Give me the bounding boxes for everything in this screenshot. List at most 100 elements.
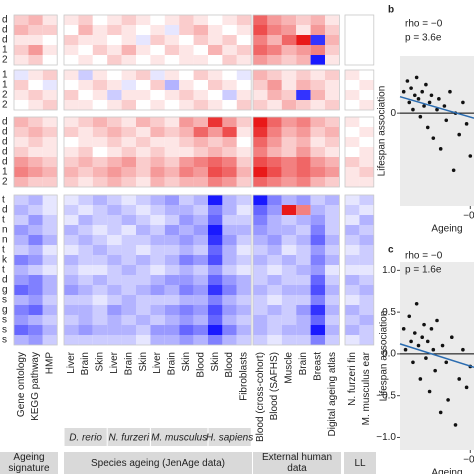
heatmap-cell	[64, 265, 79, 275]
heatmap-cell	[359, 335, 374, 345]
scatter-point	[409, 86, 413, 90]
heatmap-cell	[150, 265, 165, 275]
heatmap-cell	[281, 167, 297, 177]
heatmap-cell	[253, 70, 268, 80]
heatmap-cell	[28, 117, 43, 127]
y-tick-label: −0.5	[376, 390, 396, 401]
column-label: Breast	[312, 352, 323, 381]
heatmap-cell	[325, 45, 340, 55]
heatmap-cell	[28, 25, 43, 35]
heatmap-cell	[267, 15, 282, 25]
heatmap-cell	[28, 335, 43, 345]
scatter-point	[414, 75, 419, 80]
heatmap-cell	[14, 245, 29, 255]
heatmap-cell	[64, 80, 79, 90]
heatmap-cell	[179, 90, 194, 100]
heatmap-cell	[345, 70, 360, 80]
heatmap-cell	[208, 167, 223, 177]
heatmap-cell	[193, 225, 208, 235]
heatmap-cell	[164, 167, 180, 177]
heatmap-cell	[193, 195, 208, 205]
heatmap-cell	[64, 225, 79, 235]
species-label: D. rerio	[69, 433, 102, 444]
heatmap-cell	[296, 90, 311, 100]
heatmap-cell	[107, 315, 122, 325]
scatter-point	[438, 410, 443, 415]
heatmap-cell	[164, 325, 180, 335]
y-tick-label: 0.5	[382, 307, 396, 318]
heatmap-cell	[150, 235, 165, 245]
heatmap-cell	[64, 90, 79, 100]
heatmap-cell	[14, 157, 29, 167]
heatmap-cell	[14, 25, 29, 35]
heatmap-cell	[42, 225, 58, 235]
group-label: Ageing signature	[0, 452, 58, 474]
heatmap-cell	[208, 137, 223, 147]
heatmap-cell	[42, 100, 58, 110]
heatmap-cell	[325, 80, 340, 90]
heatmap-cell	[236, 157, 252, 167]
scatter-point	[409, 339, 413, 344]
heatmap-cell	[121, 25, 136, 35]
scatter-point	[405, 79, 410, 83]
heatmap-cell	[179, 215, 194, 225]
heatmap-cell	[296, 157, 311, 167]
heatmap-cell	[164, 117, 180, 127]
heatmap-cell	[164, 245, 180, 255]
heatmap-cell	[267, 127, 282, 137]
heatmap-cell	[281, 315, 297, 325]
row-label: n	[2, 235, 8, 246]
heatmap-cell	[193, 285, 208, 295]
y-axis-label: Lifespan association	[377, 86, 388, 177]
row-label: d	[2, 15, 8, 26]
heatmap-cell	[236, 265, 252, 275]
heatmap-cell	[359, 177, 374, 187]
heatmap-cell	[42, 55, 58, 65]
heatmap-cell	[78, 70, 93, 80]
heatmap-cell	[92, 205, 108, 215]
heatmap-cell	[208, 325, 223, 335]
heatmap-cell	[310, 305, 325, 315]
heatmap-cell	[345, 325, 360, 335]
scatter-point	[418, 114, 423, 119]
heatmap-cell	[236, 177, 252, 187]
heatmap-cell	[179, 325, 194, 335]
heatmap-cell	[179, 70, 194, 80]
heatmap-cell	[208, 245, 223, 255]
heatmap-cell	[121, 90, 136, 100]
heatmap-cell	[267, 167, 282, 177]
heatmap-cell	[208, 255, 223, 265]
heatmap-cell	[281, 100, 297, 110]
heatmap-cell	[78, 255, 93, 265]
heatmap-cell	[222, 295, 237, 305]
heatmap-cell	[64, 205, 79, 215]
heatmap-cell	[121, 137, 136, 147]
scatter-point	[420, 335, 425, 340]
heatmap-cell	[310, 215, 325, 225]
heatmap-cell	[92, 25, 108, 35]
heatmap-cell	[78, 45, 93, 55]
heatmap-cell	[28, 295, 43, 305]
species-strip	[208, 428, 251, 446]
heatmap-cell	[325, 35, 340, 45]
heatmap-cell	[253, 195, 268, 205]
heatmap-cell	[296, 335, 311, 345]
heatmap-cell	[310, 265, 325, 275]
heatmap-cell	[121, 70, 136, 80]
heatmap-cell	[179, 335, 194, 345]
heatmap-cell	[267, 275, 282, 285]
heatmap-cell	[236, 25, 252, 35]
heatmap-cell	[310, 177, 325, 187]
heatmap-cell	[296, 15, 311, 25]
heatmap-cell	[150, 295, 165, 305]
heatmap-cell	[193, 215, 208, 225]
heatmap-cell	[14, 167, 29, 177]
heatmap-cell	[325, 90, 340, 100]
heatmap-cell	[325, 245, 340, 255]
heatmap-cell	[359, 215, 374, 225]
column-label: Blood	[224, 352, 235, 378]
heatmap-cell	[64, 35, 79, 45]
heatmap-cell	[150, 70, 165, 80]
heatmap-cell	[28, 35, 43, 45]
scatter-point	[442, 104, 447, 108]
